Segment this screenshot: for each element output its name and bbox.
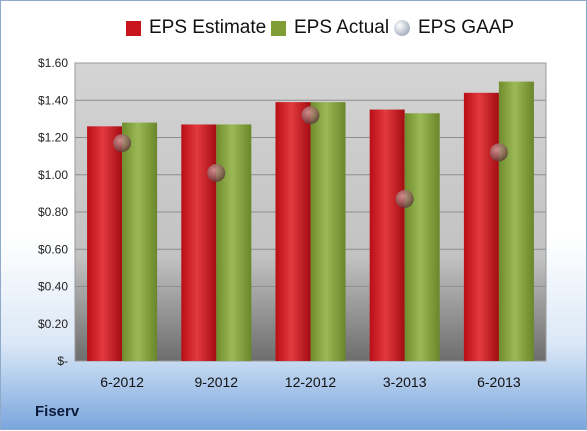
- bar-eps-estimate: [463, 92, 499, 362]
- y-tick-label: $1.60: [38, 56, 68, 70]
- legend-item-estimate: EPS Estimate: [126, 17, 266, 39]
- marker-eps-gaap: [395, 189, 414, 208]
- bar-eps-actual: [498, 81, 534, 361]
- marker-eps-gaap: [113, 134, 132, 153]
- y-tick-label: $0.60: [38, 242, 68, 256]
- y-tick-label: $1.40: [38, 93, 68, 107]
- legend: EPS Estimate EPS Actual EPS GAAP: [1, 17, 587, 43]
- bar-eps-actual: [122, 122, 158, 361]
- legend-item-gaap: EPS GAAP: [394, 17, 514, 39]
- legend-item-actual: EPS Actual: [271, 17, 389, 39]
- bar-eps-estimate: [275, 102, 311, 362]
- bar-eps-estimate: [87, 126, 123, 361]
- x-tick-label: 3-2013: [383, 374, 427, 390]
- bar-eps-actual: [404, 113, 440, 361]
- x-tick-label: 12-2012: [285, 374, 337, 390]
- x-tick-label: 6-2012: [100, 374, 144, 390]
- legend-label-estimate: EPS Estimate: [149, 17, 267, 38]
- y-tick-label: $1.20: [38, 131, 68, 145]
- bar-eps-actual: [216, 124, 252, 362]
- x-tick-label: 9-2012: [195, 374, 239, 390]
- legend-label-gaap: EPS GAAP: [418, 17, 515, 38]
- marker-eps-gaap: [489, 143, 508, 162]
- y-tick-label: $1.00: [38, 168, 68, 182]
- bar-eps-estimate: [181, 124, 217, 362]
- y-tick-label: $0.20: [38, 317, 68, 331]
- legend-swatch-estimate: [126, 20, 141, 36]
- bar-eps-actual: [310, 102, 346, 362]
- y-tick-label: $0.40: [38, 280, 68, 294]
- x-tick-label: 6-2013: [477, 374, 521, 390]
- legend-marker-gaap: [394, 20, 410, 36]
- marker-eps-gaap: [207, 163, 226, 182]
- y-tick-label: $-: [57, 354, 68, 368]
- marker-eps-gaap: [301, 106, 320, 125]
- legend-label-actual: EPS Actual: [294, 17, 390, 38]
- bar-eps-estimate: [369, 109, 405, 361]
- company-name: Fiserv: [35, 403, 80, 420]
- legend-swatch-actual: [271, 20, 286, 36]
- y-tick-label: $0.80: [38, 205, 68, 219]
